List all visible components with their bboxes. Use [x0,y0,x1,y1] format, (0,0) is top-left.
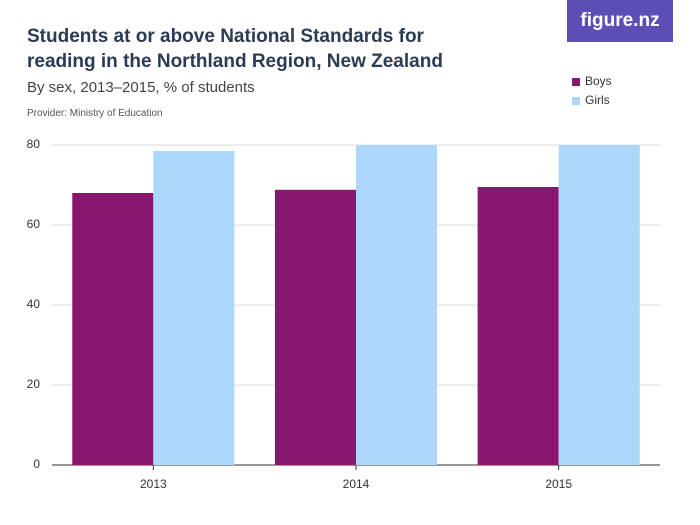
logo: figure.nz [567,0,673,42]
chart-title: Students at or above National Standards … [27,26,443,72]
bar [477,187,559,465]
bar [558,145,640,465]
x-tick-label: 2014 [343,477,370,491]
y-tick-label: 20 [27,377,41,391]
y-tick-label: 0 [33,457,40,471]
bar [274,189,356,466]
chart-source: Provider: Ministry of Education [27,108,163,119]
y-tick-label: 40 [27,297,41,311]
legend-swatch [572,78,580,86]
bar [72,193,154,465]
legend-label: Boys [585,74,612,88]
y-tick-label: 60 [27,217,41,231]
bar [153,151,235,465]
legend-label: Girls [585,93,610,107]
x-tick-label: 2015 [545,477,572,491]
y-tick-label: 80 [27,137,41,151]
x-tick-label: 2013 [140,477,167,491]
legend-swatch [572,97,580,105]
chart-subtitle: By sex, 2013–2015, % of students [27,79,255,96]
bar [356,145,438,465]
